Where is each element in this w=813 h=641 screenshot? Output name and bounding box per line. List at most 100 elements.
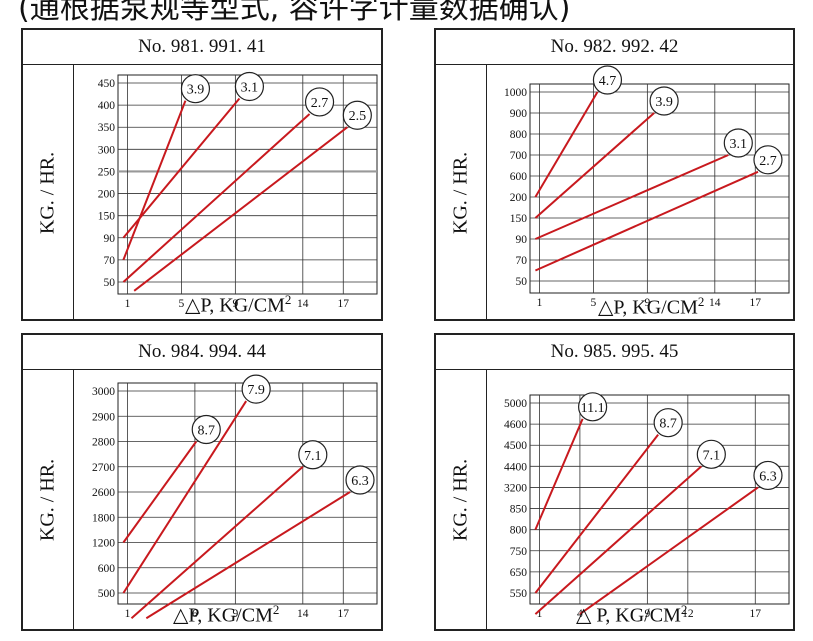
y-tick-label: 800 <box>510 525 528 537</box>
x-tick-label: 14 <box>709 297 721 309</box>
series-line <box>534 418 584 531</box>
y-tick-label: 90 <box>516 234 528 246</box>
x-tick-label: 17 <box>750 608 762 620</box>
series-label: 7.1 <box>703 448 721 463</box>
series-line <box>534 112 655 219</box>
y-tick-label: 50 <box>516 276 528 288</box>
x-tick-label: 17 <box>338 608 350 620</box>
y-tick-label: 300 <box>98 144 116 156</box>
x-tick-label: 14 <box>297 608 309 620</box>
series-line <box>534 91 599 198</box>
x-axis-label: △P, KG/CM2 <box>173 602 280 627</box>
series-label-circle <box>345 465 375 495</box>
series-label-circle <box>649 86 679 116</box>
y-tick-label: 2700 <box>92 462 115 474</box>
series-label-circle <box>653 408 683 438</box>
x-tick-label: 12 <box>682 608 694 620</box>
y-tick-label: 2800 <box>92 437 115 449</box>
series-label: 2.7 <box>311 96 329 111</box>
series-label: 3.1 <box>241 80 259 95</box>
x-axis-label: △P, KG/CM2 <box>185 292 292 317</box>
y-tick-label: 3200 <box>504 482 527 494</box>
y-tick-label: 2900 <box>92 411 115 423</box>
series-label-circle <box>753 145 783 175</box>
chart-title: No. 984. 994. 44 <box>23 335 381 370</box>
y-tick-label: 850 <box>510 504 528 516</box>
y-tick-label: 4500 <box>504 440 527 452</box>
plot-frame <box>529 83 790 294</box>
series-label: 2.7 <box>759 154 777 169</box>
y-tick-label: 600 <box>98 563 116 575</box>
series-label: 6.3 <box>759 469 777 484</box>
y-tick-label: 4400 <box>504 461 527 473</box>
y-tick-label: 1800 <box>92 512 115 524</box>
x-tick-label: 9 <box>232 608 238 620</box>
series-label: 3.9 <box>187 83 205 98</box>
series-label: 4.7 <box>599 74 617 89</box>
series-line <box>122 440 198 544</box>
plot-frame <box>117 74 378 295</box>
series-label-circle <box>578 392 608 422</box>
series-label-circle <box>696 439 726 469</box>
series-label: 7.9 <box>247 383 265 398</box>
series-line <box>534 434 659 594</box>
series-label-circle <box>234 71 265 102</box>
series-line <box>145 491 351 620</box>
y-tick-label: 1200 <box>92 538 115 550</box>
series-label: 11.1 <box>581 401 605 416</box>
x-tick-label: 9 <box>232 298 238 310</box>
y-tick-label: 700 <box>510 150 528 162</box>
y-tick-label: 600 <box>510 171 528 183</box>
series-line <box>122 100 187 261</box>
x-axis-label: △ P, KG/CM2 <box>576 602 688 627</box>
y-tick-label: 800 <box>510 129 528 141</box>
series-label: 2.5 <box>349 109 367 124</box>
y-tick-label: 550 <box>510 588 528 600</box>
x-tick-label: 17 <box>750 297 762 309</box>
y-axis-label-column: KG. / HR. <box>23 369 74 631</box>
series-label-circle <box>191 414 221 445</box>
y-tick-label: 200 <box>98 189 116 201</box>
series-label-circle <box>723 128 753 158</box>
y-tick-label: 400 <box>98 100 116 112</box>
x-tick-label: 5 <box>591 297 597 309</box>
y-tick-label: 90 <box>104 233 116 245</box>
plot-frame <box>529 394 790 605</box>
y-tick-label: 500 <box>98 588 116 600</box>
page-header-text: (通根据泵规等型式, 容许字计量数据确认) <box>18 0 571 26</box>
chart-title: No. 982. 992. 42 <box>436 30 793 65</box>
chart-panel-981: No. 981. 991. 41 KG. / HR. 50 70 90 150 200 2… <box>21 28 383 321</box>
x-tick-label: 1 <box>125 298 131 310</box>
series-label-circle <box>342 100 372 130</box>
series-label-circle <box>304 87 335 117</box>
y-tick-label: 50 <box>104 277 116 289</box>
chart-plot: 500 600 1200 1800 2600 2700 2800 2900 3000 1 6 9 14 1… <box>92 374 378 620</box>
series-label: 6.3 <box>351 474 369 489</box>
chart-plot: 50 70 90 150 200 600 700 800 900 1000 1 5 9 14 17 4.7 3.… <box>504 65 790 309</box>
x-tick-label: 14 <box>297 298 309 310</box>
x-tick-label: 9 <box>644 297 650 309</box>
series-label-circle <box>298 440 328 470</box>
y-tick-label: 5000 <box>504 398 527 410</box>
series-label-circle <box>592 65 623 95</box>
y-tick-label: 150 <box>510 213 528 225</box>
chart-plot: 5506507508008503200440045004600500014912… <box>504 392 790 620</box>
y-tick-label: 650 <box>510 567 528 579</box>
y-tick-label: 2600 <box>92 487 115 499</box>
series-label-circle <box>753 460 783 491</box>
series-line <box>122 400 247 594</box>
series-line <box>122 97 241 239</box>
series-line <box>534 154 729 240</box>
y-axis-label-column: KG. / HR. <box>23 64 74 321</box>
x-tick-label: 9 <box>644 608 650 620</box>
y-axis-label-column: KG. / HR. <box>436 369 487 631</box>
x-tick-label: 17 <box>338 298 350 310</box>
y-tick-label: 70 <box>516 255 528 267</box>
y-tick-label: 350 <box>98 122 116 134</box>
series-line <box>534 465 702 615</box>
chart-title: No. 985. 995. 45 <box>436 335 793 370</box>
x-tick-label: 1 <box>537 297 543 309</box>
series-label: 8.7 <box>659 417 677 432</box>
y-tick-label: 900 <box>510 108 528 120</box>
series-label: 7.1 <box>304 449 322 464</box>
